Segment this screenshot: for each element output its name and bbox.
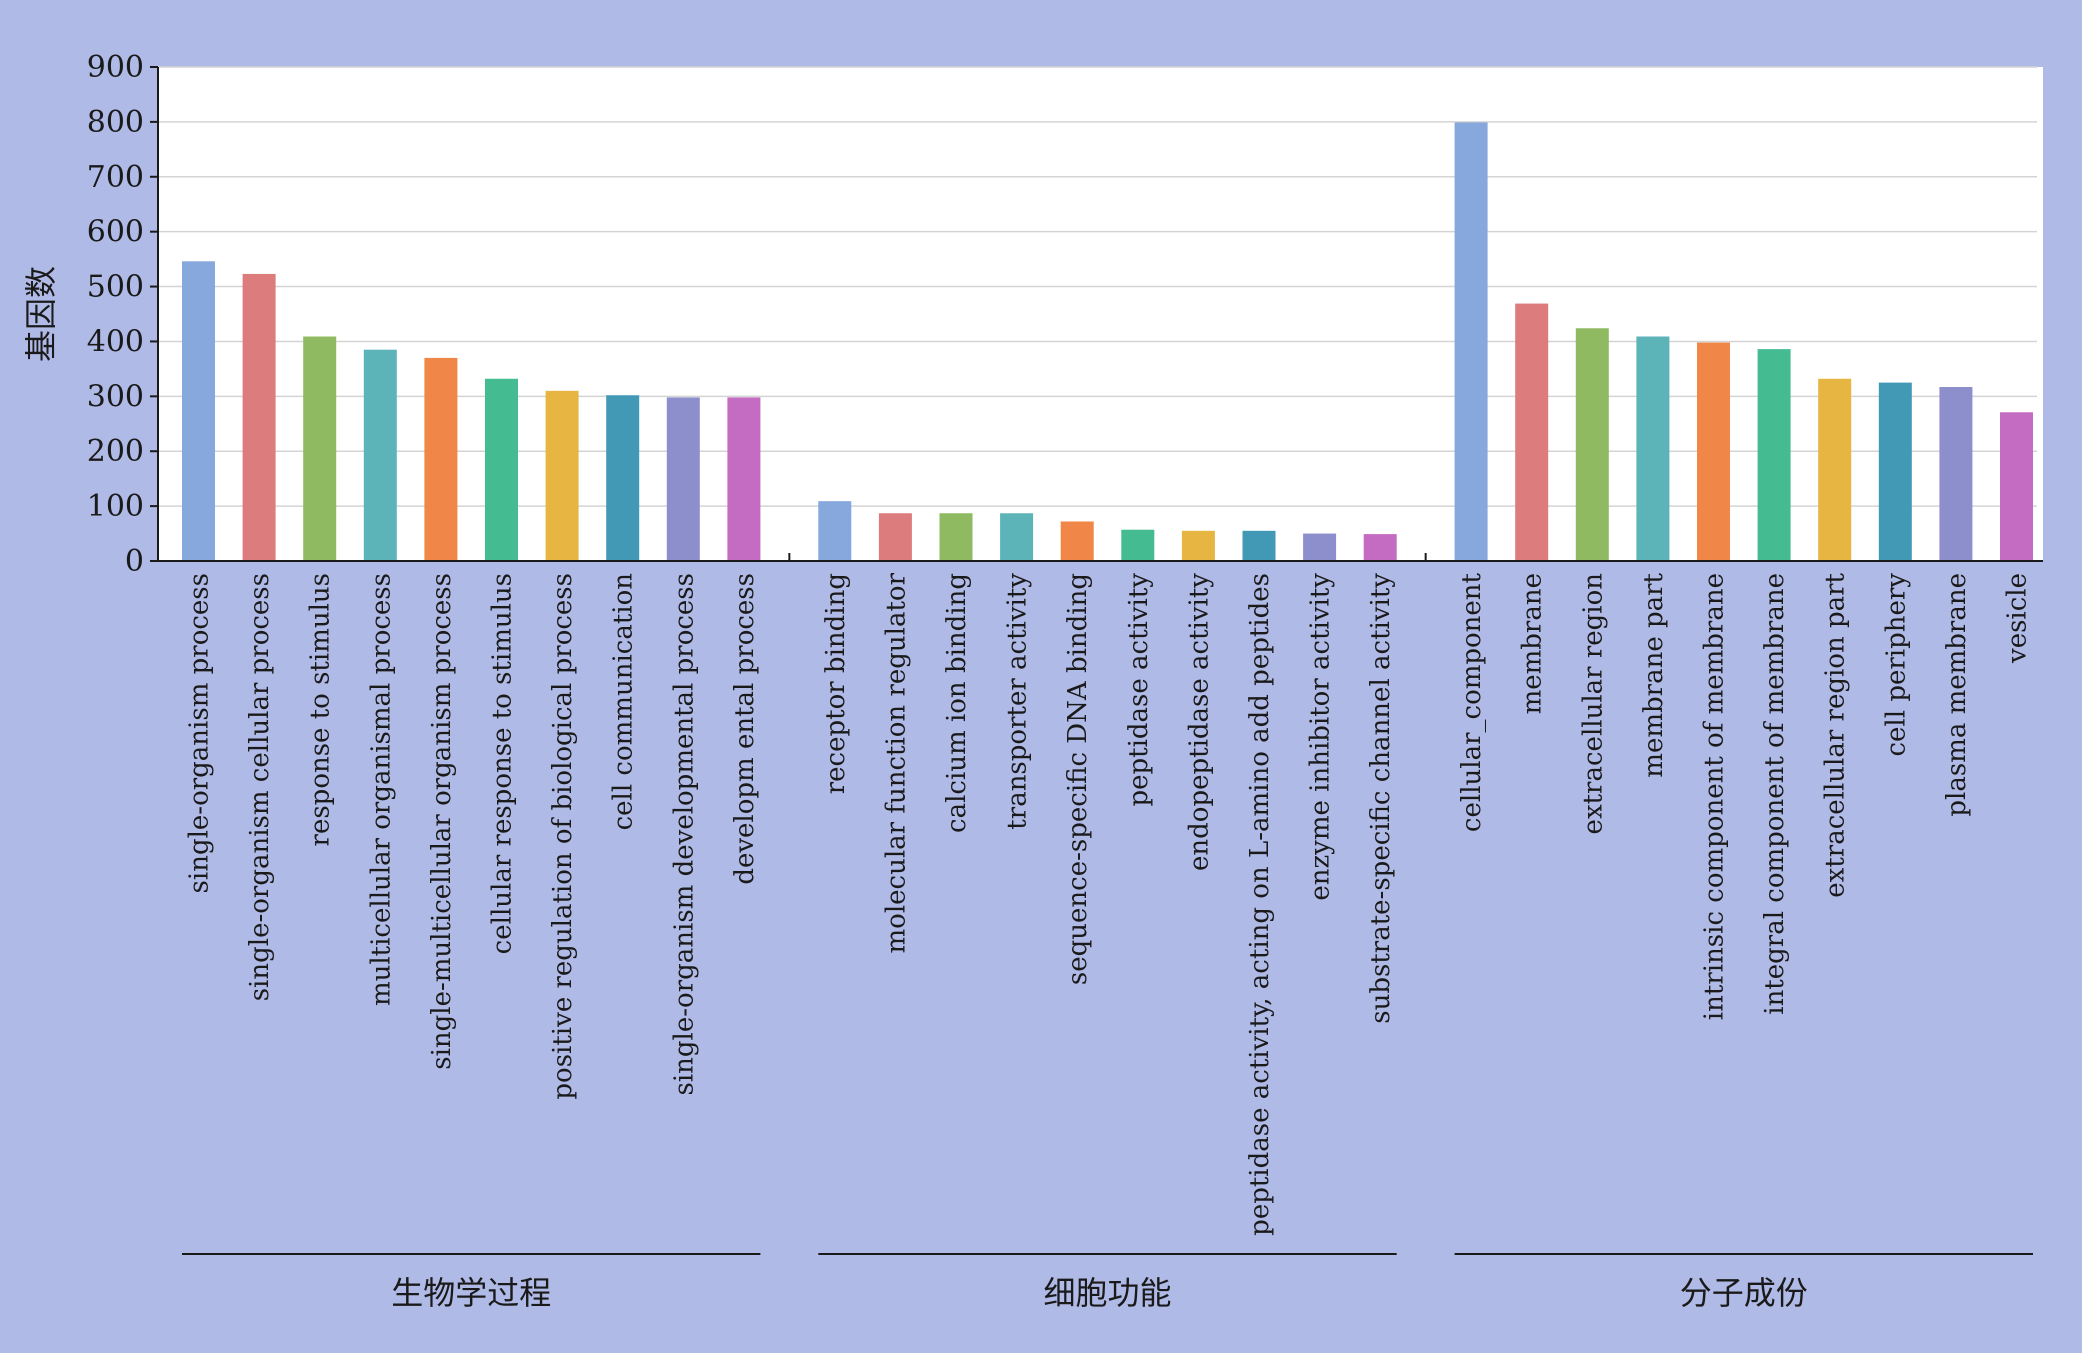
bar	[1000, 513, 1034, 561]
y-tick-label: 500	[87, 270, 144, 305]
bar	[1757, 349, 1791, 561]
bar	[1818, 378, 1852, 561]
y-tick-label: 0	[125, 544, 144, 579]
category-label: peptidase activity, acting on L-amino ad…	[1245, 573, 1275, 1236]
bars	[182, 122, 2033, 561]
bar	[242, 273, 276, 561]
category-label: molecular function regulator	[881, 572, 911, 953]
category-labels: single-organism process single-organism c…	[185, 572, 2033, 1235]
bar	[1939, 387, 1973, 561]
bar	[727, 397, 761, 561]
category-label: plasma membrane	[1942, 573, 1972, 817]
category-label: intrinsic component of membrane	[1700, 573, 1730, 1020]
y-tick-labels: 0 100 200 300 400 500 600 700 800 900	[87, 50, 144, 579]
bar	[1363, 534, 1397, 561]
group-labels: 生物学过程 细胞功能 分子成份	[182, 1253, 2033, 1312]
bar	[2000, 412, 2033, 561]
bar	[485, 378, 518, 561]
category-label: calcium ion binding	[942, 573, 972, 833]
y-tick-label: 600	[87, 215, 144, 250]
y-tick-label: 400	[87, 324, 144, 359]
bar	[1697, 342, 1730, 561]
category-label: positive regulation of biological proces…	[548, 573, 578, 1100]
bar	[1181, 530, 1215, 561]
bar	[1878, 382, 1912, 561]
bar	[303, 336, 337, 561]
category-label: multicellular organismal process	[366, 573, 396, 1006]
category-label: single-organism cellular process	[245, 573, 275, 1001]
category-label: cellular response to stimulus	[488, 573, 518, 954]
category-label: transporter activity	[1003, 573, 1033, 830]
bar	[1242, 530, 1276, 561]
bar	[1121, 529, 1155, 561]
category-label: substrate-specific channel activity	[1366, 573, 1396, 1024]
y-tick-label: 700	[87, 160, 144, 195]
group-label: 生物学过程	[391, 1274, 551, 1312]
bar	[1454, 122, 1488, 561]
category-label: extracellular region	[1578, 573, 1608, 835]
bar	[363, 349, 397, 561]
category-label: integral component of membrane	[1760, 573, 1790, 1015]
group-label: 分子成份	[1680, 1274, 1808, 1312]
category-label: vesicle	[2003, 573, 2033, 664]
category-label: cell communication	[609, 573, 639, 831]
category-label: membrane part	[1639, 572, 1669, 777]
category-label: developm ental process	[730, 573, 760, 885]
group-label: 细胞功能	[1043, 1274, 1171, 1312]
category-label: single-multicellular organism process	[427, 573, 457, 1070]
bar	[1303, 533, 1337, 561]
category-label: membrane	[1518, 573, 1548, 714]
bar	[1515, 303, 1549, 561]
y-axis-label: 基因数	[22, 266, 60, 362]
bar	[182, 261, 215, 561]
bar	[666, 397, 700, 561]
category-label: extracellular region part	[1821, 572, 1851, 897]
y-tick-label: 200	[87, 434, 144, 469]
category-label: enzyme inhibitor activity	[1306, 573, 1336, 901]
bar	[1636, 336, 1670, 561]
category-label: peptidase activity	[1124, 573, 1154, 807]
gridlines	[158, 66, 2037, 507]
category-label: cellular_component	[1457, 572, 1487, 832]
y-tick-label: 100	[87, 489, 144, 524]
category-label: sequence-specific DNA binding	[1063, 573, 1093, 985]
bar	[1060, 521, 1094, 561]
category-label: cell periphery	[1881, 573, 1911, 757]
category-label: receptor binding	[821, 573, 851, 794]
bar	[878, 513, 912, 561]
bar	[939, 513, 973, 561]
category-label: endopeptidase activity	[1184, 573, 1214, 871]
y-tick-label: 800	[87, 105, 144, 140]
bar	[606, 395, 640, 561]
bar	[424, 357, 458, 561]
y-tick-label: 900	[87, 50, 144, 85]
bar	[818, 501, 852, 561]
bar	[1575, 328, 1609, 561]
axes	[150, 66, 2043, 562]
category-label: response to stimulus	[306, 573, 336, 846]
y-tick-label: 300	[87, 379, 144, 414]
bar	[545, 390, 579, 561]
category-label: single-organism developmental process	[669, 573, 699, 1095]
category-label: single-organism process	[185, 573, 215, 893]
